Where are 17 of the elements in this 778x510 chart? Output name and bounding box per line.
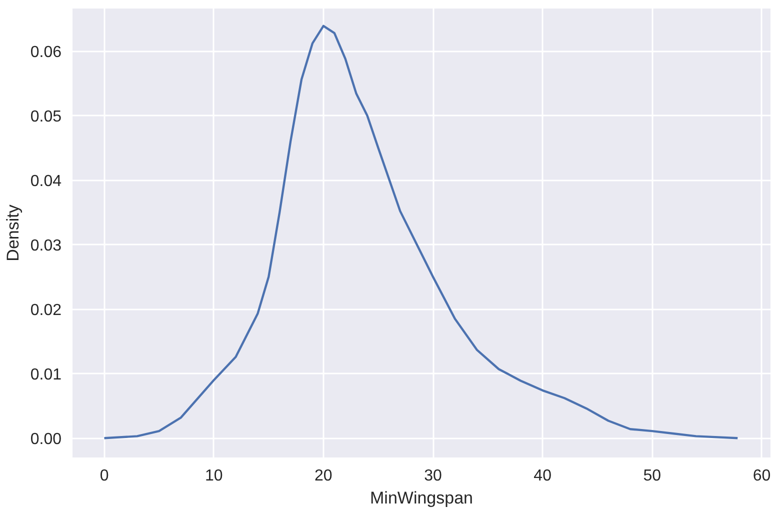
y-tick-label: 0.00 [30, 431, 62, 448]
y-tick-label: 0.05 [30, 108, 62, 126]
y-axis-title: Density [3, 204, 22, 262]
x-tick-label: 10 [204, 468, 223, 484]
line-series [103, 24, 739, 440]
x-tick-label: 30 [424, 468, 442, 484]
x-tick-label: 0 [100, 468, 109, 484]
y-tick-label: 0.03 [30, 238, 62, 255]
y-tick-label: 0.01 [30, 366, 62, 384]
x-axis-title: MinWingspan [370, 488, 474, 508]
x-tick-label: 40 [534, 468, 552, 484]
y-tick-label: 0.02 [30, 302, 62, 320]
y-tick-label: 0.04 [30, 173, 62, 190]
x-tick-label: 60 [752, 468, 771, 484]
y-tick-label: 0.06 [30, 44, 62, 62]
x-tick-label: 50 [643, 468, 662, 484]
x-tick-label: 20 [314, 468, 332, 484]
